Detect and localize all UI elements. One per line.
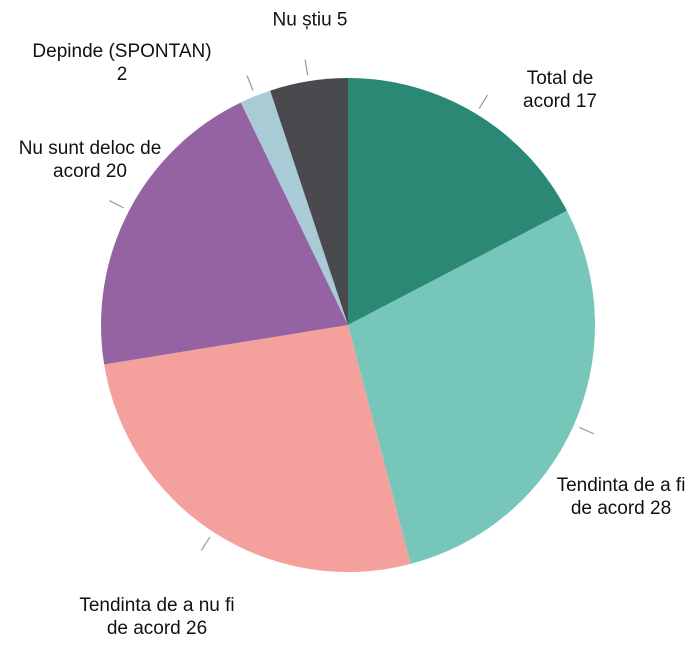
pie-slice bbox=[101, 102, 348, 365]
pie-slice bbox=[104, 325, 411, 572]
slice-value: 2 bbox=[116, 64, 128, 85]
leader-line bbox=[200, 536, 211, 551]
leader-line bbox=[579, 426, 595, 435]
slice-name: Tendinta de a fi de acord bbox=[556, 475, 686, 519]
slice-label: Tendinta de a fi de acord 28 bbox=[551, 474, 691, 520]
pie-slice bbox=[240, 90, 348, 326]
pie-slice bbox=[348, 210, 595, 564]
slice-value: 26 bbox=[186, 618, 208, 639]
leader-line bbox=[478, 94, 488, 109]
slice-label: Total de acord 17 bbox=[510, 67, 610, 113]
pie-slice bbox=[348, 78, 567, 325]
pie-slice bbox=[270, 78, 348, 325]
slice-value: 17 bbox=[575, 91, 597, 112]
slice-value: 5 bbox=[336, 9, 348, 31]
leader-line bbox=[246, 75, 254, 91]
slice-label: Nu sunt deloc de acord 20 bbox=[10, 137, 170, 183]
slice-name: Nu sunt deloc de acord bbox=[18, 138, 162, 182]
slice-label: Tendinta de a nu fi de acord 26 bbox=[77, 594, 237, 640]
slice-value: 28 bbox=[650, 498, 672, 519]
slice-name: Nu știu bbox=[272, 9, 332, 31]
leader-line bbox=[109, 200, 124, 209]
slice-name: Total de acord bbox=[523, 68, 594, 112]
slice-name: Tendinta de a nu fi de acord bbox=[79, 595, 235, 639]
slice-label: Nu știu 5 bbox=[210, 9, 410, 32]
slice-name: Depinde (SPONTAN) bbox=[32, 41, 212, 62]
leader-line bbox=[304, 59, 309, 76]
slice-value: 20 bbox=[105, 161, 127, 182]
slice-label: Depinde (SPONTAN) 2 bbox=[2, 40, 242, 86]
